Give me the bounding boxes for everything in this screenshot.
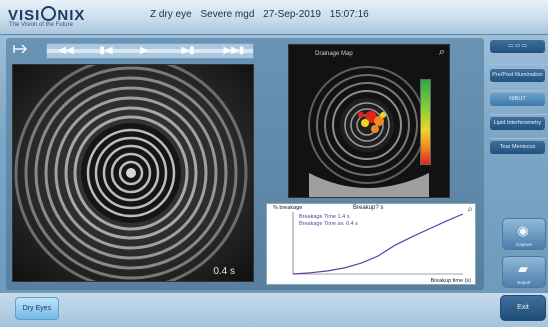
exam-time: 15:07:16 xyxy=(329,9,369,20)
export-button[interactable]: ▰ Export xyxy=(502,256,546,288)
header-bar: VISI NIX The Vision of the Future Z dry e… xyxy=(0,0,548,35)
capture-label: Capture xyxy=(515,242,532,247)
sidebar-item-lipid-interferometry[interactable]: Lipid Interferometry xyxy=(490,117,545,130)
right-sidebar: ▭ ▭ ▭ Pre/Post Illumination NIBUT Lipid … xyxy=(490,36,548,292)
graph-x-label: Breakup time (s) xyxy=(430,278,471,284)
graph-y-label: % breakage xyxy=(273,205,303,211)
breakup-graph[interactable]: % breakage Breakup? s ⌕ Breakage Time 1.… xyxy=(266,203,476,285)
export-label: Export xyxy=(517,280,531,285)
exit-button[interactable]: Exit xyxy=(500,295,546,321)
magnifier-icon[interactable]: ⌕ xyxy=(438,46,445,58)
dry-eyes-button[interactable]: Dry Eyes xyxy=(15,297,59,320)
eye-capture-icon: ◉ xyxy=(517,223,529,238)
screen-toggle-button[interactable]: ▭ ▭ ▭ xyxy=(490,40,545,53)
color-scale xyxy=(420,79,431,165)
logo-name: VISI NIX xyxy=(8,6,86,24)
graph-legend-1: Breakage Time 1.4 s xyxy=(299,214,350,220)
footer-bar xyxy=(0,292,548,327)
drainage-map[interactable]: Drainage Map ⌕ xyxy=(288,44,450,198)
patient-info: Z dry eye Severe mgd 27-Sep-2019 15:07:1… xyxy=(150,9,375,20)
sidebar-divider xyxy=(490,138,548,139)
screen-icon: ▭ ▭ ▭ xyxy=(508,43,527,49)
sidebar-divider xyxy=(490,90,548,91)
graph-magnifier-icon[interactable]: ⌕ xyxy=(467,204,473,215)
prev-icon[interactable]: ▮◀ xyxy=(99,45,113,56)
graph-plot xyxy=(292,212,464,275)
logo-tagline: The Vision of the Future xyxy=(9,22,73,28)
video-timestamp: 0.4 s xyxy=(213,266,235,277)
placido-video[interactable]: 0.4 s xyxy=(12,64,254,282)
folder-export-icon: ▰ xyxy=(518,261,528,276)
playback-controls: ◀◀ ▮◀ ▶ ▶▮ ▶▶▮ xyxy=(46,43,254,59)
graph-legend-2: Breakage Time av. 6.4 s xyxy=(299,221,358,227)
back-arrow-icon[interactable] xyxy=(12,41,30,55)
sidebar-divider xyxy=(490,64,548,65)
drainage-map-title: Drainage Map xyxy=(315,51,353,57)
playback-track[interactable] xyxy=(47,49,253,53)
breakup-series-line xyxy=(292,213,464,275)
sidebar-item-nibut[interactable]: NIBUT xyxy=(490,93,545,106)
sidebar-item-pre-post-illumination[interactable]: Pre/Post Illumination xyxy=(490,69,545,82)
exam-date: 27-Sep-2019 xyxy=(263,9,321,20)
sidebar-divider xyxy=(490,114,548,115)
placido-rings-image xyxy=(13,65,253,281)
capture-button[interactable]: ◉ Capture xyxy=(502,218,546,250)
play-icon[interactable]: ▶ xyxy=(140,45,148,56)
patient-name: Z dry eye xyxy=(150,9,192,20)
next-icon[interactable]: ▶▮ xyxy=(181,45,195,56)
visionix-logo: VISI NIX The Vision of the Future xyxy=(8,6,112,30)
first-icon[interactable]: ◀◀ xyxy=(58,45,74,56)
diagnosis: Severe mgd xyxy=(200,9,255,20)
last-icon[interactable]: ▶▶▮ xyxy=(223,45,245,56)
graph-title: Breakup? s xyxy=(353,205,384,211)
sidebar-item-tear-meniscus[interactable]: Tear Meniscus xyxy=(490,141,545,154)
